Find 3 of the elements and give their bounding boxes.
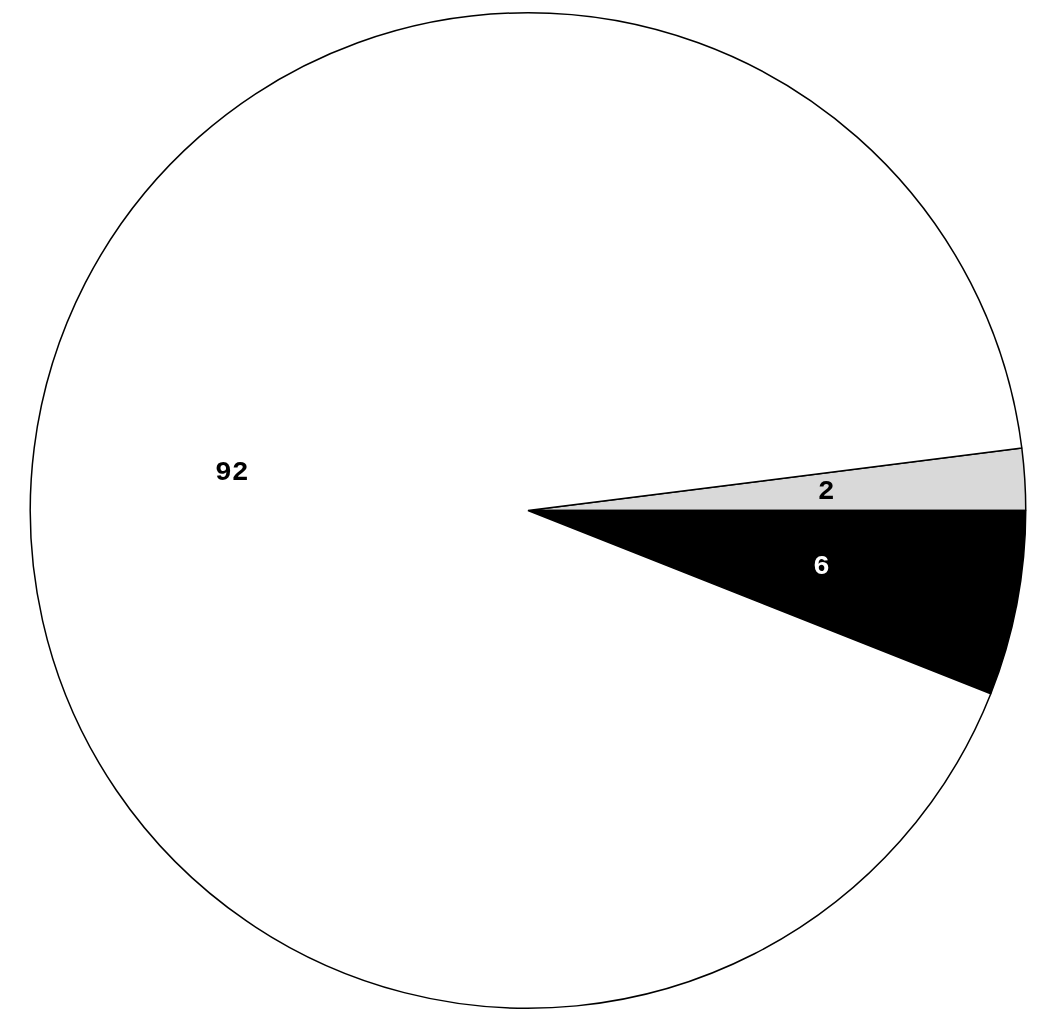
data-label: 92 [214,457,249,489]
data-label: 6 [812,550,830,582]
data-label: 2 [817,475,835,507]
